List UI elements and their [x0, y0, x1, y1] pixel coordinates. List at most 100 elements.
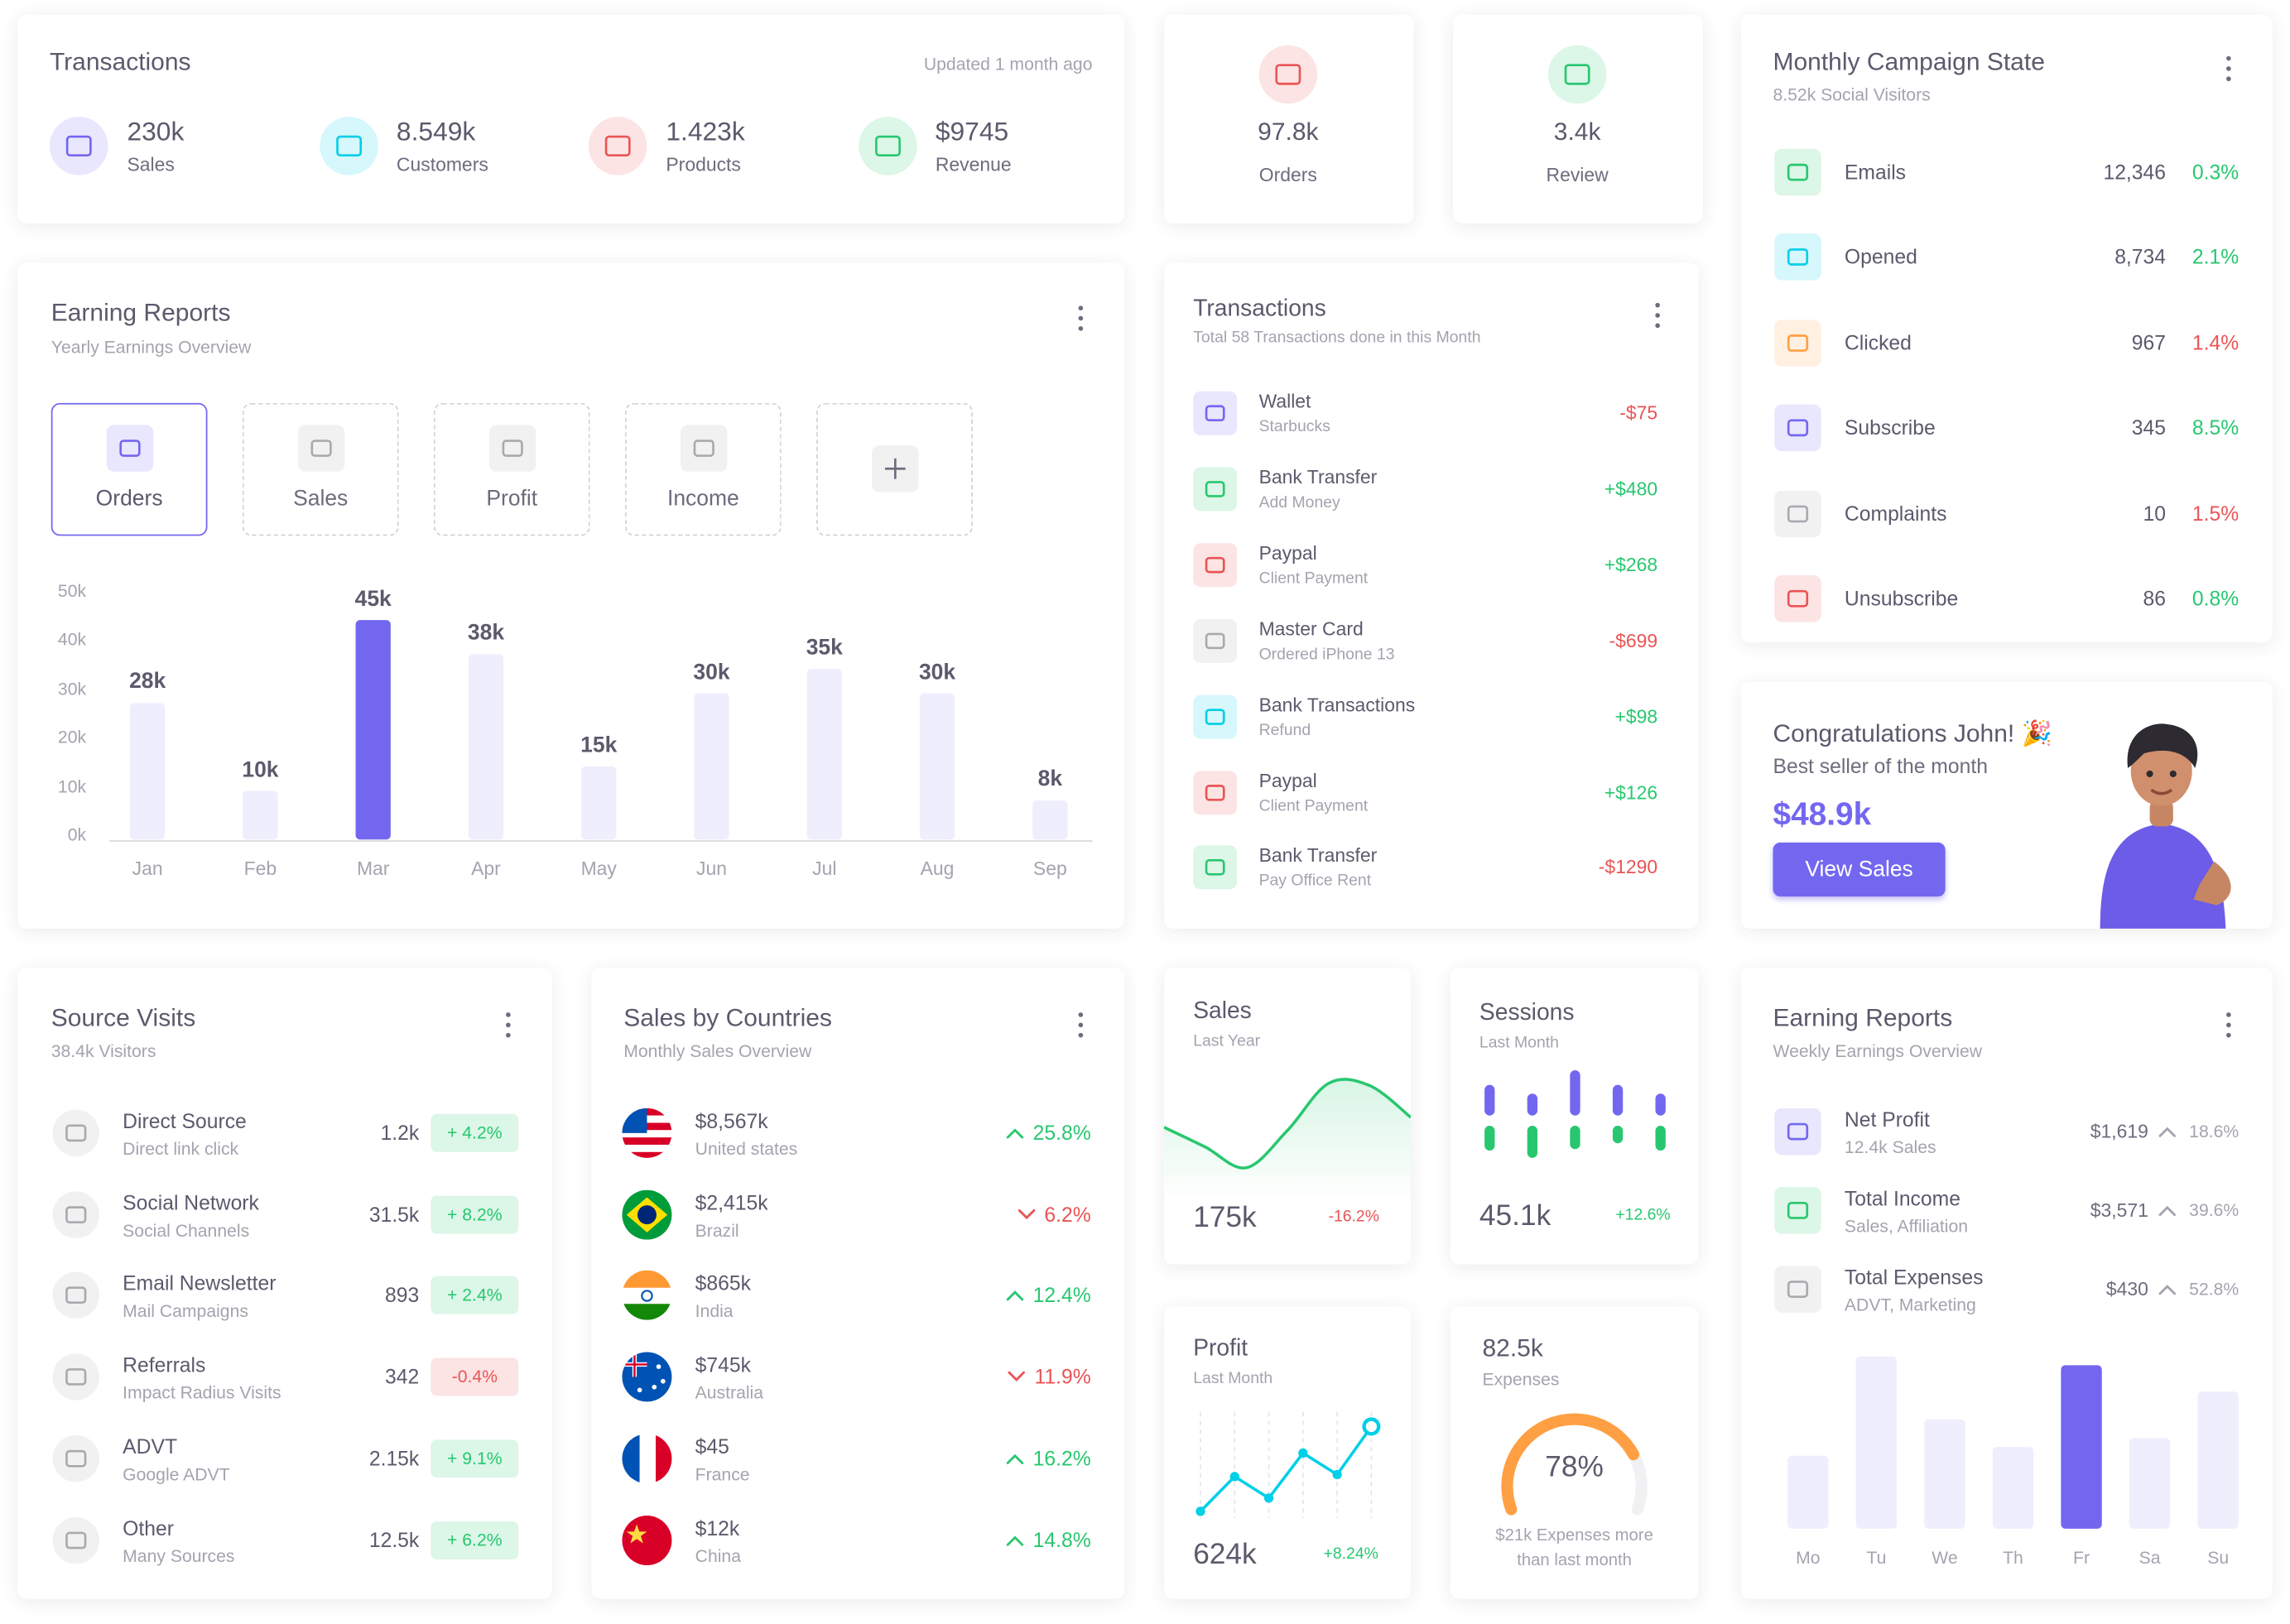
icon-glyph: [65, 1205, 87, 1223]
icon-glyph: [1205, 556, 1225, 574]
tab[interactable]: [51, 402, 208, 536]
stat-label: Customers: [396, 153, 488, 176]
icon: [1774, 404, 1821, 452]
menu-button[interactable]: [1076, 305, 1085, 332]
mini-stat-card: 97.8k Orders: [1163, 14, 1414, 223]
item-name: Bank Transactions: [1258, 693, 1416, 716]
tab[interactable]: [624, 402, 782, 536]
flag-body: [622, 1515, 672, 1565]
change-label: + 4.2%: [447, 1122, 503, 1143]
change-label: 11.9%: [1034, 1364, 1091, 1389]
bar: [1527, 1093, 1538, 1116]
row-count: 12,346: [2103, 160, 2167, 184]
bar: [1992, 1447, 2034, 1529]
icon-bg: [52, 1434, 99, 1482]
icon-bg: [1774, 319, 1821, 367]
flag-part: [633, 1352, 636, 1377]
flag-part: [622, 1137, 672, 1145]
menu-dot: [2226, 66, 2231, 71]
card-title: Sessions: [1479, 1001, 1575, 1026]
icon-glyph: [1205, 784, 1225, 800]
x-tick-label: Aug: [920, 857, 955, 880]
card-title: Monthly Campaign State: [1773, 47, 2045, 76]
y-tick-label: 50k: [57, 580, 87, 602]
bar: [1612, 1126, 1624, 1144]
menu-button[interactable]: [2225, 55, 2234, 82]
y-tick-label: 10k: [57, 776, 87, 797]
point: [1229, 1472, 1239, 1482]
menu-dot: [1655, 302, 1660, 308]
row-amount: $865k: [695, 1271, 751, 1295]
row-amount: $12k: [695, 1516, 740, 1540]
stat-value: 8.549k: [396, 117, 476, 147]
icon-glyph: [692, 440, 714, 457]
menu-button[interactable]: [1076, 1011, 1085, 1038]
bar: [468, 654, 504, 840]
add-tab[interactable]: [816, 402, 973, 536]
item-name: Paypal: [1258, 769, 1317, 791]
card-title: Congratulations John! 🎉: [1773, 719, 2052, 747]
x-tick-label: Mar: [356, 857, 390, 880]
icon-bg: [296, 425, 344, 472]
sessions-card: Sessions Last Month 45.1k +12.6%: [1450, 968, 1699, 1265]
bar: [1612, 1084, 1624, 1116]
tab[interactable]: [433, 402, 590, 536]
menu-button[interactable]: [504, 1011, 513, 1038]
icon-bg: [1193, 391, 1238, 435]
item-amount: +$126: [1604, 781, 1658, 803]
trend-arrow-path: [1006, 1453, 1024, 1464]
icon-bg: [1193, 846, 1238, 890]
flag-part: [661, 1379, 666, 1384]
gauge-value: [1501, 1413, 1640, 1516]
trend-arrow: [1008, 1371, 1025, 1382]
icon-bg: [1774, 1107, 1821, 1156]
y-tick-label: 0k: [67, 824, 87, 846]
add-icon-plus: [884, 458, 905, 479]
icon-bg: [1547, 45, 1607, 104]
row-detail: 12.4k Sales: [1844, 1136, 1936, 1158]
row-amount: $430: [2105, 1277, 2148, 1300]
row-value: 31.5k: [368, 1202, 420, 1226]
icon-glyph: [1787, 504, 1809, 522]
icon-glyph: [65, 1124, 87, 1142]
flag-body: [622, 1352, 672, 1402]
trend-arrow-path: [1008, 1371, 1025, 1382]
card-subtitle: Last Month: [1193, 1370, 1273, 1388]
expenses-card: 82.5k Expenses 78% $21k Expenses more than …: [1450, 1306, 1699, 1599]
card-title: Transactions: [49, 47, 191, 76]
icon-glyph: [1205, 708, 1225, 725]
icon-bg: [1193, 694, 1238, 738]
stat-value: 1.423k: [666, 117, 745, 147]
card-title: Earning Reports: [51, 299, 231, 327]
bar: [355, 620, 391, 840]
row-change: 52.8%: [2189, 1278, 2239, 1300]
menu-dot: [2226, 1032, 2231, 1038]
item-detail: Starbucks: [1258, 418, 1330, 436]
bar: [1655, 1093, 1666, 1116]
card-title: Earning Reports: [1773, 1004, 1953, 1032]
bar: [2129, 1438, 2171, 1529]
icon: [52, 1190, 99, 1238]
tab[interactable]: [242, 402, 399, 536]
card-subtitle: 8.52k Social Visitors: [1773, 84, 1931, 105]
row-percent: 8.5%: [2191, 416, 2239, 440]
row-amount: $2,415k: [695, 1190, 768, 1214]
icon-bg: [1774, 575, 1821, 622]
icon-glyph: [1787, 334, 1809, 352]
row-name: Net Profit: [1844, 1107, 1930, 1132]
avatar-illustration: [2100, 723, 2231, 929]
icon-glyph: [118, 440, 140, 457]
change-label: -0.4%: [451, 1366, 498, 1387]
row-name: Direct Source: [123, 1108, 247, 1133]
row-detail: Direct link click: [123, 1138, 239, 1160]
trend-arrow-path: [2158, 1205, 2177, 1217]
row-amount: $3,571: [2090, 1199, 2148, 1222]
menu-button[interactable]: [1653, 302, 1662, 329]
trend-arrow-path: [2158, 1127, 2177, 1137]
flag: [622, 1107, 672, 1158]
bar: [806, 669, 842, 840]
view-sales-button[interactable]: [1773, 842, 1946, 897]
flag-part: [622, 1304, 672, 1321]
menu-button[interactable]: [2225, 1011, 2234, 1038]
card-value: 45.1k: [1479, 1200, 1552, 1232]
